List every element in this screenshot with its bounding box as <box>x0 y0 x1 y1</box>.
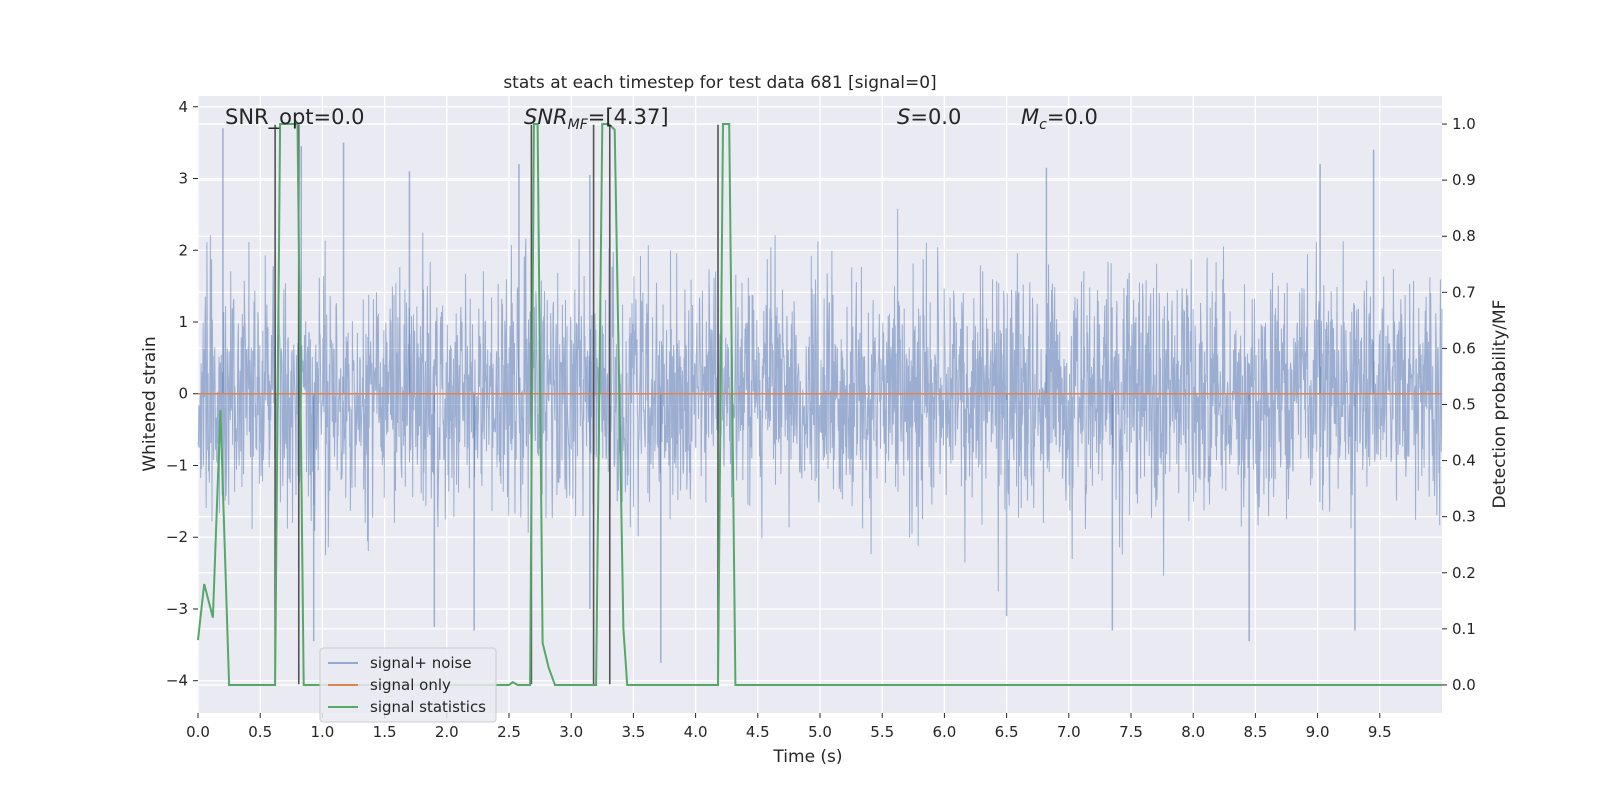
x-tick-label: 2.5 <box>497 723 521 741</box>
y-right-tick-label: 0.0 <box>1452 676 1476 694</box>
x-tick-label: 6.5 <box>995 723 1019 741</box>
y-left-tick-label: 3 <box>178 170 188 188</box>
x-tick-label: 2.0 <box>435 723 459 741</box>
legend-box <box>319 647 497 723</box>
x-tick-label: 0.5 <box>248 723 272 741</box>
y-right-tick-label: 0.9 <box>1452 171 1476 189</box>
x-tick-label: 6.0 <box>932 723 956 741</box>
y-right-tick-label: 0.5 <box>1452 396 1476 414</box>
chart-title: stats at each timestep for test data 681… <box>503 73 936 93</box>
x-tick-label: 5.0 <box>808 723 832 741</box>
y-right-tick-label: 0.1 <box>1452 620 1476 638</box>
noise-series <box>197 128 1443 663</box>
statistics-line <box>197 123 1442 686</box>
annotation-mc: Mc=0.0 <box>1021 105 1098 133</box>
x-tick-label: 1.5 <box>373 723 397 741</box>
x-tick-label: 1.0 <box>310 723 334 741</box>
x-tick-label: 3.0 <box>559 723 583 741</box>
y-right-tick-label: 0.3 <box>1452 508 1476 526</box>
y-left-tick-label: −3 <box>166 600 188 618</box>
y-right-tick-label: 0.8 <box>1452 227 1476 245</box>
legend: signal+ noise signal only signal statist… <box>319 647 497 723</box>
x-tick-label: 9.5 <box>1368 723 1392 741</box>
legend-label-signal: signal only <box>370 676 451 694</box>
legend-label-noise: signal+ noise <box>370 654 472 672</box>
annotation-snr-opt: SNR_opt=0.0 <box>225 105 365 130</box>
y-left-tick-label: −4 <box>166 672 188 690</box>
y-right-tick-label: 1.0 <box>1452 115 1476 133</box>
x-tick-label: 7.5 <box>1119 723 1143 741</box>
x-tick-label: 4.5 <box>746 723 770 741</box>
noise-trace <box>197 204 1443 592</box>
y-left-tick-label: 1 <box>178 313 188 331</box>
signal-statistics-series <box>197 123 1442 686</box>
y-right-tick-label: 0.6 <box>1452 339 1476 357</box>
y-right-tick-label: 0.2 <box>1452 564 1476 582</box>
y-axis-right-label: Detection probability/MF <box>1490 300 1510 509</box>
x-tick-label: 7.0 <box>1057 723 1081 741</box>
y-left-tick-label: 0 <box>178 385 188 403</box>
annotation-snr-mf: SNRMF=[4.37] <box>524 105 669 133</box>
y-left-tick-label: −2 <box>166 528 188 546</box>
x-tick-label: 3.5 <box>621 723 645 741</box>
x-tick-label: 5.5 <box>870 723 894 741</box>
legend-label-statistics: signal statistics <box>370 698 486 716</box>
x-tick-label: 4.0 <box>684 723 708 741</box>
y-left-tick-label: −1 <box>166 456 188 474</box>
y-right-tick-label: 0.4 <box>1452 452 1476 470</box>
x-tick-label: 8.5 <box>1243 723 1267 741</box>
x-axis-label: Time (s) <box>772 747 842 767</box>
y-left-tick-label: 2 <box>178 241 188 259</box>
axes: 0.0 0.5 1.0 1.5 2.0 2.5 3.0 3.5 4.0 4.5 5.0 5.5 6.0 6… <box>166 98 1476 741</box>
x-tick-label: 0.0 <box>186 723 210 741</box>
annotation-s: S=0.0 <box>897 105 961 129</box>
x-tick-label: 8.0 <box>1181 723 1205 741</box>
x-tick-label: 9.0 <box>1306 723 1330 741</box>
y-left-tick-label: 4 <box>178 98 188 116</box>
y-axis-left-label: Whitened strain <box>140 336 160 471</box>
y-right-tick-label: 0.7 <box>1452 283 1476 301</box>
